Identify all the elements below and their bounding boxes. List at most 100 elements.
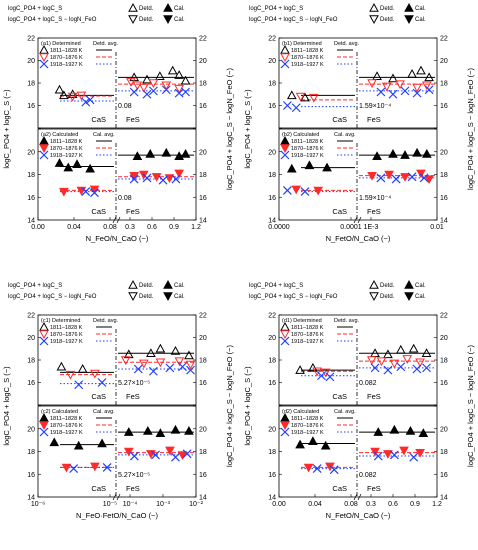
legend-detd-up: [369, 279, 379, 289]
data-point: [370, 447, 380, 457]
x-tick-label: 0.08: [344, 501, 358, 508]
data-point: [151, 173, 162, 182]
y-axis-label-right: logC_PO4 + logC_S − logN_FeO (−): [225, 68, 234, 190]
data-point: [170, 345, 181, 355]
data-point: [304, 160, 315, 170]
y-tick-label: 20: [27, 426, 35, 433]
x-tick-label: 0.00: [31, 224, 45, 231]
data-point: [400, 173, 410, 182]
data-point: [416, 169, 426, 179]
phase-left-label: CaS: [332, 484, 347, 493]
threshold-label: 0.082: [359, 380, 377, 387]
y-tick-label: 18: [27, 172, 35, 179]
data-point: [129, 451, 139, 461]
data-point: [312, 367, 322, 377]
data-point: [170, 424, 181, 434]
data-point: [300, 92, 310, 102]
x-tick-label: 1.2: [432, 501, 442, 508]
subplot-avg-label: Detd. avg.: [334, 318, 360, 324]
legend-temp-label: 1870–1876 K: [291, 146, 324, 152]
x-axis-label: N_FetO/N_CaO (−): [326, 511, 391, 520]
phase-right-label: FeS: [367, 484, 381, 493]
legend-temp-label: 1870–1876 K: [50, 146, 83, 152]
x-tick-label: 0.3: [125, 224, 135, 231]
data-point: [63, 162, 74, 172]
data-point: [81, 187, 91, 196]
y-tick-label-right: 14: [199, 495, 207, 502]
data-point: [407, 172, 417, 182]
y-tick-label-right: 14: [440, 218, 448, 225]
x-tick-label: 10⁻²: [189, 501, 203, 508]
x-tick-label: 0.3: [366, 501, 376, 508]
y-tick-label-right: 16: [440, 472, 448, 479]
axis-break: [112, 493, 121, 501]
x-tick-label: 10⁻⁴: [123, 501, 138, 508]
legend-marker: [280, 412, 290, 422]
threshold-label: 0.08: [118, 103, 132, 110]
legend-cal-down: [404, 15, 414, 25]
data-point: [308, 93, 319, 103]
x-axis: 0.00 0.04 0.08 0.3 0.6 0.9 1.2 N_FeO/N_CaO (−): [31, 216, 201, 243]
x-tick-label: 10⁻³: [156, 501, 170, 508]
data-point: [129, 174, 139, 184]
y-axis-label-right: logC_PO4 + logC_S − logN_FeO (−): [466, 345, 475, 467]
legend-marker: [280, 59, 290, 69]
y-tick-label-right: 20: [440, 58, 448, 65]
data-point: [185, 360, 196, 370]
y-tick-label: 20: [268, 426, 276, 433]
y-tick-label: 14: [268, 495, 276, 502]
subplot-tag: (a1) Determined: [41, 41, 81, 47]
data-point: [388, 89, 398, 99]
y-tick-label: 20: [27, 149, 35, 156]
data-point: [376, 87, 386, 97]
legend-detd-up: [128, 2, 138, 12]
data-point: [129, 87, 139, 97]
legend-marker: [280, 330, 290, 340]
subplot-tag: (b1) Determined: [282, 41, 322, 47]
legend-marker: [39, 53, 49, 63]
data-point: [155, 428, 166, 437]
phase-right-label: FeS: [126, 392, 140, 401]
data-point: [325, 462, 335, 472]
legend-marker: [280, 144, 290, 154]
legend-marker: [39, 427, 49, 437]
y-tick-label: 20: [27, 58, 35, 65]
data-point: [69, 464, 79, 473]
data-point: [400, 150, 410, 159]
subplot-tag: (d1) Determined: [282, 318, 322, 324]
data-point: [421, 148, 432, 158]
data-point: [184, 425, 194, 435]
legend-temp-label: 1811–1828 K: [291, 416, 324, 422]
data-point: [316, 371, 326, 381]
data-point: [81, 97, 91, 107]
y-tick-label-right: 20: [199, 335, 207, 342]
y-tick-label: 20: [268, 335, 276, 342]
legend-cal-down: [163, 292, 173, 302]
phase-left-label: CaS: [332, 207, 347, 216]
data-point: [389, 359, 400, 369]
legend-cal-label: Cal.: [415, 6, 426, 12]
data-point: [291, 185, 302, 195]
phase-right-label: FeS: [126, 484, 140, 493]
data-point: [149, 86, 158, 96]
x-tick-label: 0.04: [67, 224, 81, 231]
subplot-top: 16 16 18 18 20 20 22 22 (a1) Determined Detd. avg…: [27, 36, 207, 129]
data-point: [76, 91, 87, 101]
phase-left-label: CaS: [91, 392, 106, 401]
legend-marker: [280, 44, 290, 54]
legend-temp-label: 1918–1927 K: [291, 339, 324, 345]
data-point: [142, 89, 152, 99]
legend-marker: [39, 44, 49, 54]
data-point: [376, 357, 387, 367]
data-point: [303, 463, 314, 473]
phase-right-label: FeS: [126, 207, 140, 216]
data-point: [177, 451, 188, 460]
legend-marker: [39, 150, 49, 160]
y-axis-label-left: logC_PO4 + logC_S (−): [243, 89, 252, 169]
subplot-top: 16 16 18 18 20 20 22 22 (b1) Determined Detd. avg…: [268, 36, 448, 129]
data-point: [148, 366, 158, 376]
data-point: [161, 81, 172, 91]
data-point: [97, 378, 107, 387]
legend-temp-label: 1918–1927 K: [50, 153, 83, 159]
data-point: [408, 343, 419, 353]
